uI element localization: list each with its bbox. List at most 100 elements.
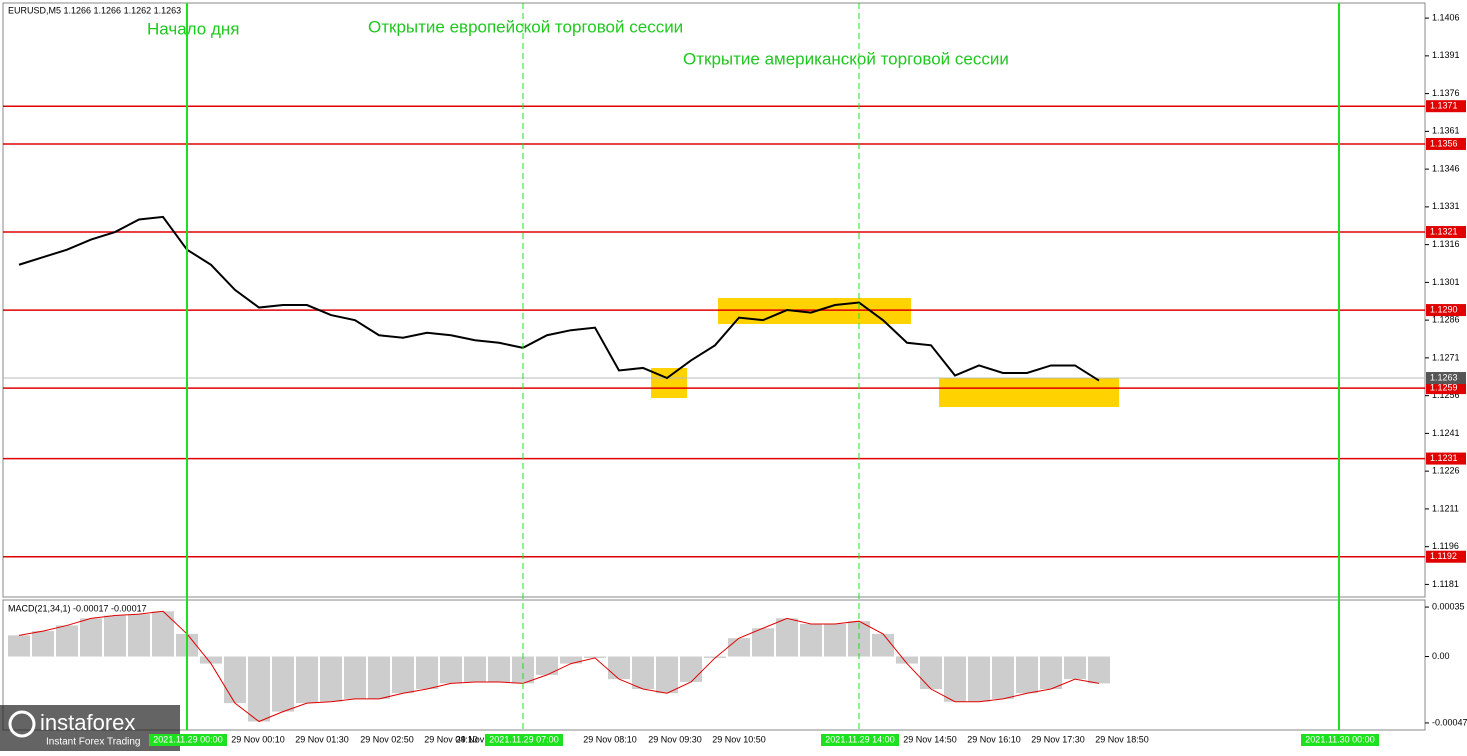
macd-line — [18, 610, 1100, 723]
session-label: 2021.11.29 00:00 — [153, 734, 222, 744]
level-tag — [1426, 100, 1466, 113]
session-label: 2021.11.29 07:00 — [489, 734, 558, 744]
level-tag — [1426, 550, 1466, 563]
x-tick-label: 29 Nov 01:30 — [295, 734, 349, 744]
logo-icon — [8, 710, 36, 738]
annotation: Открытие европейской торговой сессии — [368, 17, 683, 36]
macd-bar — [248, 656, 270, 722]
y-tick-label: 1.1331 — [1432, 201, 1460, 211]
x-tick-label: 29 Nov 10:50 — [712, 734, 766, 744]
y-tick-label: 1.1256 — [1432, 390, 1460, 400]
price-panel — [2, 2, 1426, 598]
last-price-tag — [1426, 372, 1466, 385]
macd-bar — [704, 656, 726, 658]
level-tag — [1426, 382, 1466, 395]
macd-bar — [320, 656, 342, 702]
x-tick-label: 29 Nov 16:10 — [967, 734, 1021, 744]
level-label: 1.1371 — [1430, 101, 1458, 111]
logo-tagline: Instant Forex Trading — [46, 737, 141, 748]
macd-bar — [464, 656, 486, 682]
macd-bar — [752, 628, 774, 657]
price-line — [18, 215, 1100, 382]
x-tick-label: 29 Nov 17:30 — [1031, 734, 1085, 744]
session-label: 2021.11.30 00:00 — [1305, 734, 1374, 744]
y-tick-label: 1.1271 — [1432, 352, 1460, 362]
macd-bar — [608, 656, 630, 680]
x-tick-label: 29 Nov 14:50 — [903, 734, 957, 744]
level-tag — [1426, 226, 1466, 239]
y-tick-label: 1.1376 — [1432, 88, 1460, 98]
macd-bar — [128, 614, 150, 657]
macd-bar — [536, 656, 558, 675]
macd-bar — [896, 656, 918, 664]
logo-text: instaforex — [40, 710, 135, 735]
y-tick-label: 1.1226 — [1432, 466, 1460, 476]
macd-bar — [632, 656, 654, 690]
macd-panel — [2, 599, 1426, 731]
macd-bar — [1064, 656, 1086, 680]
macd-bar — [104, 615, 126, 657]
macd-bar — [560, 656, 582, 664]
y-tick-label: -0.00047 — [1432, 717, 1467, 727]
macd-bar — [824, 624, 846, 657]
level-tag — [1426, 304, 1466, 317]
macd-bar — [944, 656, 966, 702]
y-tick-label: 1.1241 — [1432, 428, 1460, 438]
macd-bar — [992, 656, 1014, 699]
macd-bar — [8, 635, 30, 657]
highlight-zone — [939, 378, 1119, 407]
level-label: 1.1259 — [1430, 382, 1458, 392]
level-label: 1.1231 — [1430, 453, 1458, 463]
macd-bar — [368, 656, 390, 699]
y-tick-label: 1.1346 — [1432, 163, 1460, 173]
y-tick-label: 1.1211 — [1432, 503, 1459, 513]
annotation: Открытие американской торговой сессии — [683, 49, 1009, 68]
y-tick-label: 1.1286 — [1432, 315, 1460, 325]
level-tag — [1426, 452, 1466, 465]
x-tick-label: 29 Nov 00:10 — [231, 734, 285, 744]
x-tick-label: 29 Nov 18:50 — [1095, 734, 1149, 744]
y-tick-label: 1.1361 — [1432, 126, 1460, 136]
macd-bar — [32, 631, 54, 657]
level-tag — [1426, 137, 1466, 150]
macd-bar — [728, 638, 750, 657]
macd-bar — [656, 656, 678, 694]
macd-bar — [584, 656, 606, 658]
macd-bar — [680, 656, 702, 682]
x-tick-label: 29 Nov 02:50 — [360, 734, 414, 744]
macd-bar — [1088, 656, 1110, 684]
macd-bar — [776, 618, 798, 657]
annotation: Начало дня — [147, 19, 239, 38]
session-tag — [149, 734, 227, 746]
y-tick-label: 1.1391 — [1432, 50, 1460, 60]
y-tick-label: 1.1181 — [1432, 579, 1459, 589]
last-price-label: 1.1263 — [1430, 372, 1458, 382]
y-tick-label: 1.1316 — [1432, 239, 1460, 249]
level-label: 1.1356 — [1430, 138, 1458, 148]
level-label: 1.1321 — [1430, 226, 1458, 236]
macd-bar — [488, 656, 510, 682]
session-tag — [821, 734, 899, 746]
x-tick-label: 29 Nov — [456, 734, 485, 744]
macd-bar — [56, 625, 78, 657]
x-tick-label: 29 Nov 04:10 — [424, 734, 478, 744]
macd-bar — [1016, 656, 1038, 694]
macd-header: MACD(21,34,1) -0.00017 -0.00017 — [8, 603, 147, 613]
macd-bar — [416, 656, 438, 690]
macd-bar — [392, 656, 414, 694]
macd-bar — [200, 656, 222, 664]
session-tag — [1301, 734, 1379, 746]
symbol-header: EURUSD,M5 1.1266 1.1266 1.1262 1.1263 — [8, 5, 181, 15]
macd-bar — [296, 656, 318, 704]
macd-bar — [512, 656, 534, 684]
macd-bar — [440, 656, 462, 684]
macd-bar — [872, 633, 894, 657]
session-label: 2021.11.29 14:00 — [825, 734, 894, 744]
macd-bar — [800, 624, 822, 657]
macd-bar — [152, 611, 174, 657]
x-tick-label: 29 Nov 09:30 — [648, 734, 702, 744]
y-tick-label: 1.1301 — [1432, 277, 1460, 287]
macd-bar — [224, 656, 246, 704]
macd-bar — [80, 618, 102, 657]
